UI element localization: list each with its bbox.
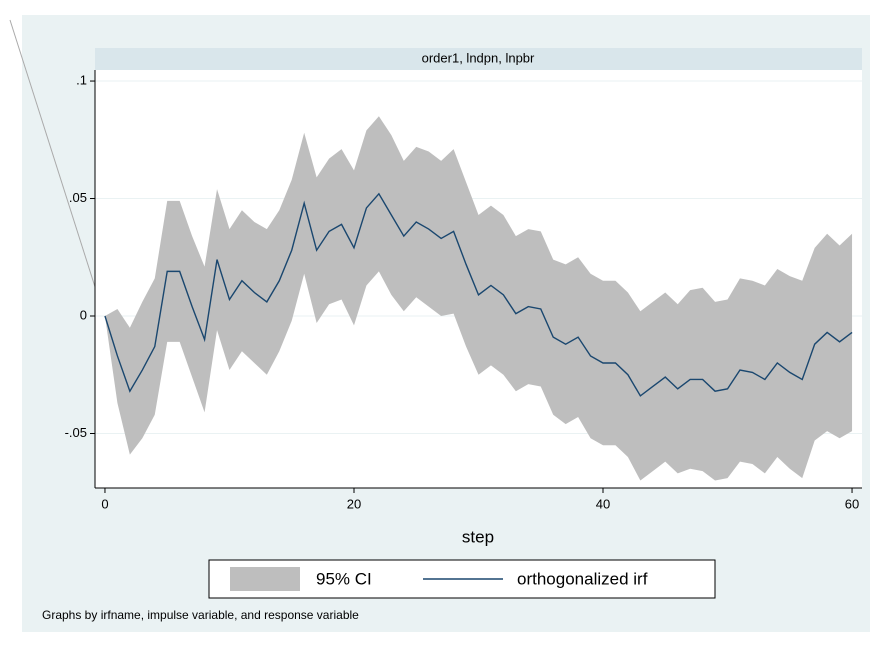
decor-line	[9, 19, 97, 291]
plot	[95, 80, 862, 481]
y-tick-label: .1	[76, 72, 87, 87]
legend-label: orthogonalized irf	[517, 569, 648, 588]
ci-band	[104, 116, 853, 481]
note: Graphs by irfname, impulse variable, and…	[42, 608, 359, 622]
x-tick-label: 60	[845, 496, 859, 511]
legend-swatch	[230, 567, 300, 591]
x-axis-title: step	[462, 527, 494, 546]
y-tick-label: .05	[69, 190, 87, 205]
strip-header	[95, 48, 862, 70]
x-tick-label: 0	[101, 496, 108, 511]
x-tick-label: 20	[347, 496, 361, 511]
irf-line	[104, 192, 853, 397]
legend-label: 95% CI	[316, 569, 372, 588]
y-tick-label: 0	[80, 307, 87, 322]
y-tick-label: -.05	[65, 425, 87, 440]
x-tick-label: 40	[596, 496, 610, 511]
strip-title: order1, lndpn, lnpbr	[422, 50, 535, 65]
